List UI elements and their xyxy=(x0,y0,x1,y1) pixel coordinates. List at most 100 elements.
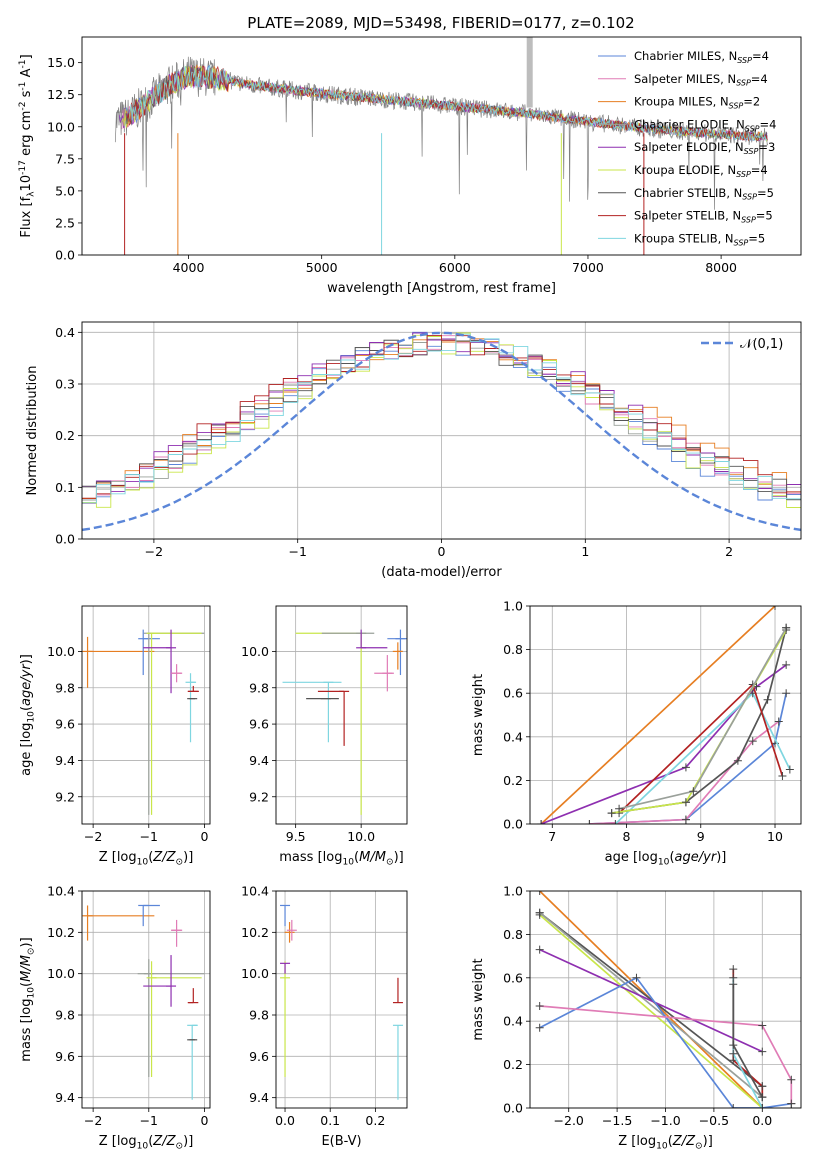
y-tick-label: 0.8 xyxy=(503,642,523,657)
weight-series-line xyxy=(589,720,780,824)
weight-point-marker xyxy=(785,765,794,774)
weight-series-line xyxy=(539,912,763,1087)
y-tick-label: 9.8 xyxy=(55,680,75,695)
weight-point-marker xyxy=(763,695,772,704)
y-tick-label: 2.5 xyxy=(55,215,75,230)
y-tick-label: 7.5 xyxy=(55,151,75,166)
weight-point-marker xyxy=(782,660,791,669)
x-axis-label: wavelength [Angstrom, rest frame] xyxy=(327,281,556,296)
model-spectrum-line xyxy=(129,64,768,141)
x-tick-label: 8 xyxy=(623,829,631,844)
y-tick-label: 9.6 xyxy=(249,1049,269,1064)
x-axis-label: Z [log10(Z/Z⊙)] xyxy=(99,850,194,867)
plot-mass_vs_ebv: 0.0 0.1 0.2 9.4 9.6 9.8 10.0 10.2 10.4 E(B-V) xyxy=(241,884,408,1149)
axes-frame xyxy=(275,605,408,825)
weight-point-marker xyxy=(585,820,594,824)
y-tick-label: 10.2 xyxy=(241,925,269,940)
y-axis-label: Flux [fλ10-17 erg cm-2 s-1 A-1] xyxy=(18,54,37,237)
y-tick-label: 9.4 xyxy=(55,1090,75,1105)
legend-label: Salpeter ELODIE, NSSP=3 xyxy=(634,140,775,156)
x-tick-label: 0 xyxy=(200,829,208,844)
weight-point-marker xyxy=(729,1049,738,1058)
histogram-series xyxy=(82,334,801,499)
model-spectrum-line xyxy=(126,65,768,142)
weight-point-marker xyxy=(782,623,791,632)
weight-point-marker xyxy=(774,717,783,726)
x-axis-label: E(B-V) xyxy=(321,1134,361,1149)
weight-point-marker xyxy=(733,756,742,765)
x-tick-label: −1.0 xyxy=(650,1113,680,1128)
weight-point-marker xyxy=(537,820,546,824)
axes-frame xyxy=(275,890,408,1109)
y-tick-label: 10.0 xyxy=(241,644,269,659)
weight-series-line xyxy=(539,948,763,1053)
plot-area-residuals xyxy=(82,331,801,532)
weight-point-marker xyxy=(689,787,698,796)
x-tick-label: 8000 xyxy=(705,260,737,275)
plot-residuals: −2 −1 0 1 2 0.0 0.1 0.2 0.3 0.4 (data-model)/error… xyxy=(25,321,802,580)
x-tick-label: 0.1 xyxy=(320,1113,340,1128)
y-tick-label: 0.0 xyxy=(503,817,523,832)
axes-frame xyxy=(529,890,802,1109)
weight-series-line xyxy=(732,969,764,1098)
x-axis-label: mass [log10(M/M⊙)] xyxy=(279,850,403,867)
x-tick-label: −2 xyxy=(84,829,102,844)
x-tick-label: 9.5 xyxy=(286,829,306,844)
y-tick-label: 9.8 xyxy=(55,1008,75,1023)
legend-label: Kroupa MILES, NSSP=2 xyxy=(634,95,760,111)
weight-point-marker xyxy=(758,1047,767,1056)
y-tick-label: 0.1 xyxy=(55,480,75,495)
histogram-series xyxy=(82,339,801,501)
x-tick-label: −2 xyxy=(145,544,163,559)
y-tick-label: 12.5 xyxy=(47,87,75,102)
y-axis-label: age [log10(age/yr)] xyxy=(19,654,36,776)
plot-spectrum: 4000 5000 6000 7000 8000 0.0 2.5 5.0 7.5 10.0 12.5… xyxy=(18,36,802,296)
axes-frame xyxy=(529,605,802,825)
weight-point-marker xyxy=(787,1075,796,1084)
y-tick-label: 10.0 xyxy=(47,644,75,659)
x-tick-label: 5000 xyxy=(306,260,338,275)
weight-series-line xyxy=(540,664,787,824)
weight-point-marker xyxy=(681,763,690,772)
weight-series-line xyxy=(539,914,763,1108)
weight-point-marker xyxy=(535,1023,544,1032)
x-tick-label: 10 xyxy=(767,829,783,844)
legend-label: Chabrier MILES, NSSP=4 xyxy=(634,49,769,65)
x-tick-label: 0 xyxy=(438,544,446,559)
y-tick-label: 0.4 xyxy=(55,325,75,340)
axes-frame xyxy=(81,36,802,256)
plot-area-age_vs_mass xyxy=(282,629,407,815)
y-tick-label: 9.2 xyxy=(249,789,269,804)
weight-point-marker xyxy=(729,1041,738,1050)
y-tick-label: 0.0 xyxy=(55,532,75,547)
x-tick-label: 4000 xyxy=(173,260,205,275)
x-tick-label: −2 xyxy=(84,1113,102,1128)
x-axis-label: (data-model)/error xyxy=(381,565,502,580)
y-tick-label: 0.0 xyxy=(55,248,75,263)
weight-series-line xyxy=(539,1005,793,1104)
y-tick-label: 10.0 xyxy=(47,119,75,134)
weight-point-marker xyxy=(535,891,544,895)
weight-point-marker xyxy=(729,1104,738,1108)
x-tick-label: 0.0 xyxy=(752,1113,772,1128)
x-tick-label: 7 xyxy=(548,829,556,844)
y-tick-label: 10.0 xyxy=(241,966,269,981)
y-tick-label: 0.4 xyxy=(503,729,523,744)
legend-label: 𝒩(0,1) xyxy=(740,337,783,352)
x-tick-label: 0.0 xyxy=(275,1113,295,1128)
x-tick-label: −2.0 xyxy=(554,1113,584,1128)
weight-point-marker xyxy=(535,945,544,954)
y-tick-label: 10.4 xyxy=(241,884,269,899)
y-axis-label: mass weight xyxy=(471,674,486,756)
x-tick-label: 6000 xyxy=(439,260,471,275)
weight-point-marker xyxy=(778,772,787,781)
y-tick-label: 0.3 xyxy=(55,377,75,392)
y-tick-label: 10.0 xyxy=(47,966,75,981)
x-tick-label: 2 xyxy=(725,544,733,559)
y-tick-label: 15.0 xyxy=(47,55,75,70)
y-tick-label: 0.0 xyxy=(503,1101,523,1116)
y-tick-label: 9.4 xyxy=(249,753,269,768)
weight-series-line xyxy=(589,693,788,824)
weight-point-marker xyxy=(681,798,690,807)
